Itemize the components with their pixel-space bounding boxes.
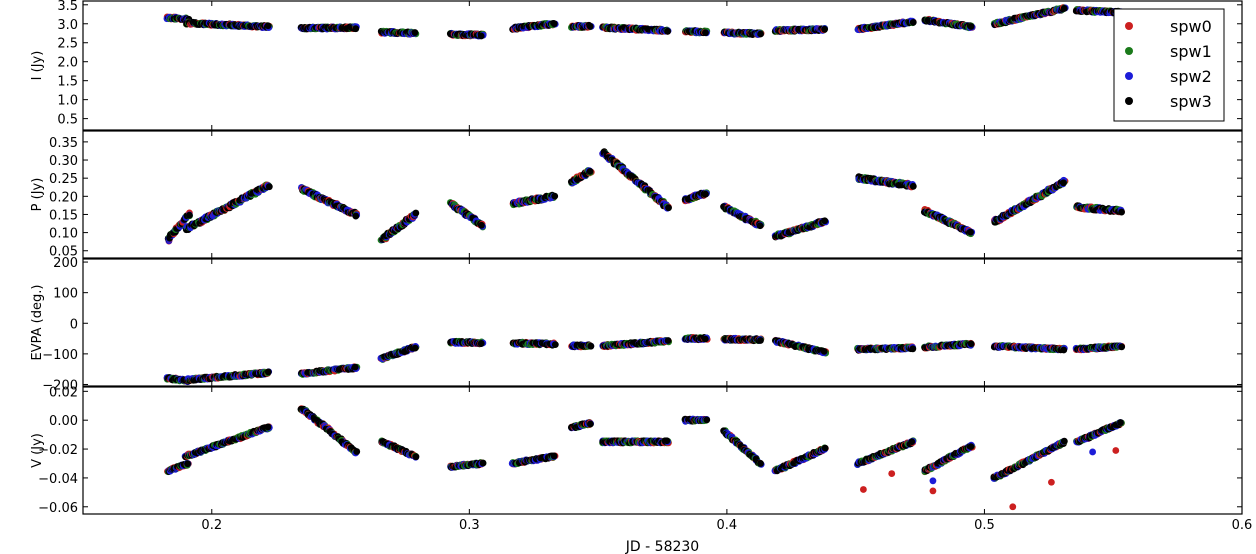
y-tick-label: 0.10 <box>49 227 78 242</box>
data-point <box>665 337 672 344</box>
y-tick-label: 0.35 <box>49 136 78 151</box>
panel-1: 0.5 1.0 1.5 2.0 2.5 3.0 3.5 I (Jy) <box>30 0 1242 130</box>
data-point <box>478 33 485 40</box>
data-point <box>352 364 359 371</box>
data-point <box>587 343 594 350</box>
data-point <box>265 22 272 29</box>
data-point <box>702 29 709 36</box>
data-point <box>757 222 764 229</box>
data-point <box>665 204 672 211</box>
y-axis-label: I (Jy) <box>30 51 45 81</box>
data-point <box>552 341 559 348</box>
y-tick-label: 0 <box>70 317 78 332</box>
y-tick-label: 1.5 <box>57 75 78 90</box>
y-tick-label: −0.04 <box>38 472 78 487</box>
panel-background <box>83 1 1242 130</box>
y-tick-label: 100 <box>53 287 78 302</box>
y-tick-label: −100 <box>42 348 78 363</box>
data-point <box>1060 179 1067 186</box>
data-point <box>266 183 273 190</box>
y-axis-label: V (Jy) <box>30 433 45 468</box>
data-point <box>1060 347 1067 354</box>
data-point <box>352 213 359 220</box>
data-point <box>551 193 558 200</box>
data-point <box>967 229 974 236</box>
data-point <box>186 212 193 219</box>
data-point <box>587 168 594 175</box>
data-point <box>968 23 975 30</box>
data-point <box>478 222 485 229</box>
data-point <box>1118 343 1125 350</box>
y-tick-label: 2.5 <box>57 37 78 52</box>
data-point <box>412 345 419 352</box>
data-point <box>702 336 709 343</box>
y-tick-label: 0.20 <box>49 190 78 205</box>
y-tick-label: 0.15 <box>49 208 78 223</box>
data-point <box>909 345 916 352</box>
y-axis-label: P (Jy) <box>30 178 45 212</box>
data-point <box>587 23 594 30</box>
y-tick-label: 0.30 <box>49 154 78 169</box>
data-point <box>265 369 272 376</box>
y-tick-label: 200 <box>53 256 78 271</box>
data-point <box>412 210 419 217</box>
y-tick-label: 0.02 <box>49 385 78 400</box>
y-tick-label: −0.06 <box>38 501 78 516</box>
y-axis-label: EVPA (deg.) <box>30 285 45 361</box>
y-tick-label: 2.0 <box>57 56 78 71</box>
data-point <box>757 31 764 38</box>
data-point <box>412 29 419 36</box>
y-tick-label: 1.0 <box>57 94 78 109</box>
data-point <box>821 217 828 224</box>
data-point <box>1061 5 1068 12</box>
y-tick-label: 3.5 <box>57 0 78 14</box>
panel-background <box>83 259 1242 386</box>
data-point <box>821 348 828 355</box>
data-point <box>1118 209 1125 216</box>
y-tick-label: 0.5 <box>57 113 78 128</box>
data-point <box>551 20 558 27</box>
data-point <box>352 25 359 32</box>
data-point <box>821 26 828 33</box>
data-point <box>968 340 975 347</box>
data-point <box>910 183 917 190</box>
panel-2: 0.050.100.150.200.250.300.35P (Jy) <box>30 131 1242 260</box>
y-tick-label: 0.25 <box>49 172 78 187</box>
data-point <box>910 19 917 26</box>
panel-4: −0.06−0.04−0.020.000.02V (Jy) <box>30 385 1242 515</box>
data-point <box>757 337 764 344</box>
y-tick-label: 3.0 <box>57 18 78 33</box>
data-point <box>478 340 485 347</box>
y-tick-label: 0.00 <box>49 414 78 429</box>
data-point <box>664 28 671 35</box>
panel-background <box>83 387 1242 514</box>
data-point <box>702 191 709 198</box>
